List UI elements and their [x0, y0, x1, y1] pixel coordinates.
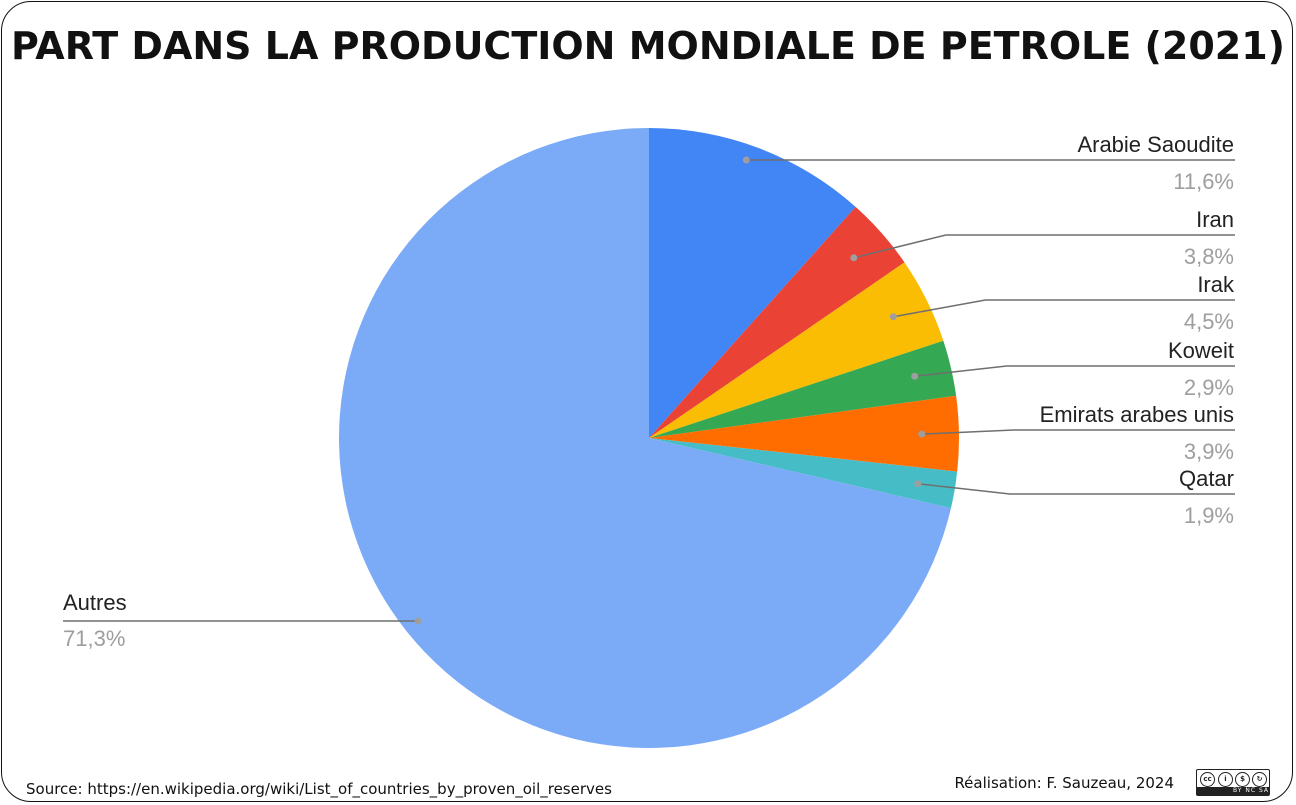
pie-slice-iran [649, 206, 905, 438]
label-name-koweit: Koweit [1168, 338, 1234, 363]
pie-slice-koweit [649, 340, 957, 438]
pie-slice-emirats-arabes-unis [649, 395, 959, 472]
leader-autres: Autres 71,3% [63, 590, 422, 651]
label-value-qatar: 1,9% [1184, 503, 1234, 528]
source-note: Source: https://en.wikipedia.org/wiki/Li… [26, 780, 612, 798]
leader-iran: Iran 3,8% [850, 207, 1235, 269]
label-value-koweit: 2,9% [1184, 375, 1234, 400]
license-text: BY NC SA [1233, 787, 1269, 794]
label-name-emirats-arabes-unis: Emirats arabes unis [1040, 402, 1234, 427]
pie-slice-irak [649, 262, 944, 438]
chart-title: PART DANS LA PRODUCTION MONDIALE DE PETR… [10, 24, 1286, 68]
label-value-emirats-arabes-unis: 3,9% [1184, 439, 1234, 464]
leader-emirats-arabes-unis: Emirats arabes unis 3,9% [918, 402, 1235, 464]
leader-arabie-saoudite: Arabie Saoudite 11,6% [742, 132, 1235, 194]
credit-note: Réalisation: F. Sauzeau, 2024 [954, 774, 1174, 792]
creative-commons-license-icon: cc i $ ↻ BY NC SA [1196, 769, 1270, 796]
label-name-irak: Irak [1197, 272, 1235, 297]
label-name-iran: Iran [1196, 207, 1234, 232]
label-value-arabie-saoudite: 11,6% [1173, 169, 1234, 194]
label-value-irak: 4,5% [1184, 309, 1234, 334]
pie-slice-arabie-saoudite [649, 128, 856, 438]
leader-qatar: Qatar 1,9% [914, 466, 1235, 528]
label-name-arabie-saoudite: Arabie Saoudite [1077, 132, 1234, 157]
label-value-iran: 3,8% [1184, 244, 1234, 269]
leader-irak: Irak 4,5% [889, 272, 1235, 334]
label-name-qatar: Qatar [1179, 466, 1234, 491]
leader-koweit: Koweit 2,9% [911, 338, 1235, 400]
pie-slice-autres [339, 128, 951, 748]
pie-slice-qatar [649, 438, 958, 509]
label-value-autres: 71,3% [63, 626, 125, 651]
label-name-autres: Autres [63, 590, 127, 615]
